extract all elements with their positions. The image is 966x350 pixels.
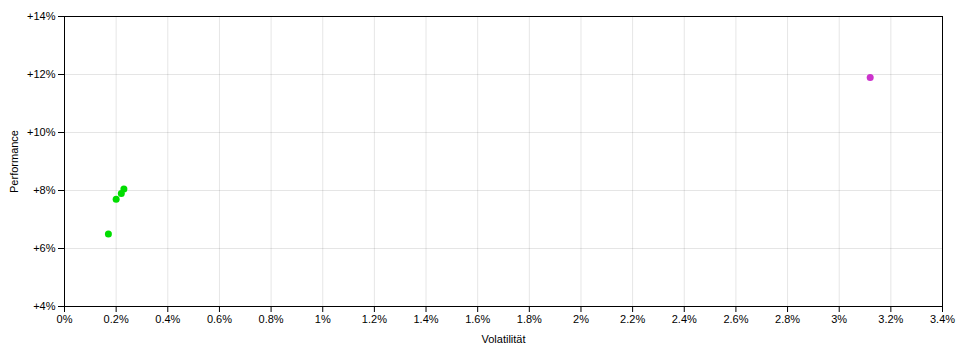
- svg-text:+12%: +12%: [27, 68, 56, 80]
- svg-text:0.2%: 0.2%: [104, 313, 129, 325]
- svg-text:Performance: Performance: [8, 130, 20, 193]
- svg-text:1.6%: 1.6%: [465, 313, 490, 325]
- svg-text:+10%: +10%: [27, 126, 56, 138]
- svg-text:3%: 3%: [831, 313, 847, 325]
- svg-text:2.4%: 2.4%: [672, 313, 697, 325]
- svg-text:Volatilität: Volatilität: [481, 333, 525, 345]
- svg-text:2.6%: 2.6%: [723, 313, 748, 325]
- svg-text:0.4%: 0.4%: [155, 313, 180, 325]
- svg-text:3.4%: 3.4%: [930, 313, 955, 325]
- svg-text:2.2%: 2.2%: [620, 313, 645, 325]
- svg-text:2%: 2%: [573, 313, 589, 325]
- svg-text:0.6%: 0.6%: [207, 313, 232, 325]
- svg-text:1.8%: 1.8%: [517, 313, 542, 325]
- svg-text:0.8%: 0.8%: [259, 313, 284, 325]
- svg-text:+8%: +8%: [33, 184, 56, 196]
- svg-text:1%: 1%: [315, 313, 331, 325]
- svg-text:+14%: +14%: [27, 10, 56, 22]
- svg-text:3.2%: 3.2%: [878, 313, 903, 325]
- svg-text:+4%: +4%: [33, 300, 56, 312]
- svg-text:1.4%: 1.4%: [413, 313, 438, 325]
- svg-text:0%: 0%: [57, 313, 73, 325]
- svg-text:+6%: +6%: [33, 242, 56, 254]
- svg-text:2.8%: 2.8%: [775, 313, 800, 325]
- svg-text:1.2%: 1.2%: [362, 313, 387, 325]
